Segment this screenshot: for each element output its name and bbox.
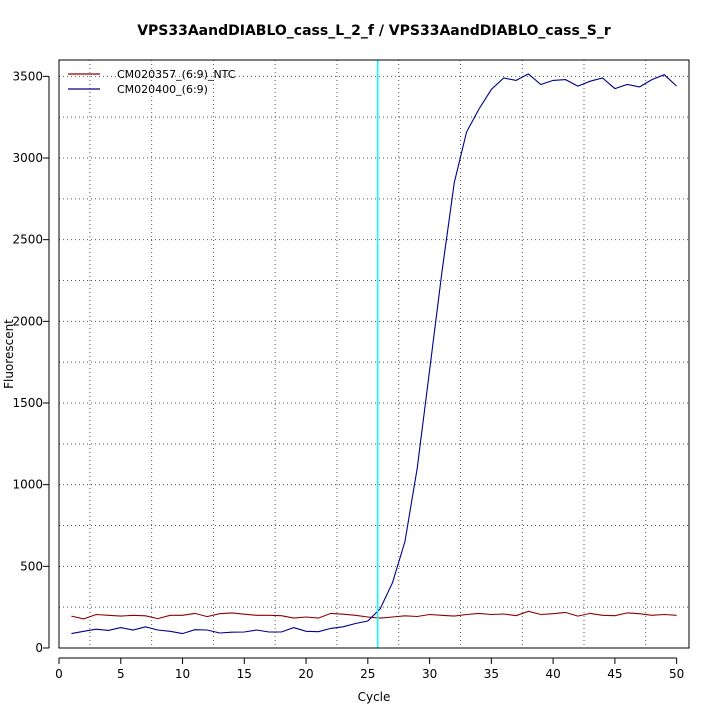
series-line-1 [71, 610, 677, 620]
series-lines [71, 73, 677, 635]
y-tick-label: 500 [20, 559, 43, 573]
x-tick-label: 20 [298, 667, 313, 681]
x-tick-label: 45 [607, 667, 622, 681]
y-tick-label: 1500 [12, 396, 43, 410]
y-tick-label: 1000 [12, 478, 43, 492]
y-tick-label: 3000 [12, 151, 43, 165]
x-axis-label: Cycle [358, 690, 391, 704]
legend-label: CM020357_(6:9)_NTC [117, 68, 236, 81]
x-tick-label: 10 [175, 667, 190, 681]
x-tick-label: 40 [545, 667, 560, 681]
y-tick-label: 3500 [12, 69, 43, 83]
legend-label: CM020400_(6:9) [117, 83, 208, 96]
x-tick-label: 50 [669, 667, 684, 681]
x-axis: 0 5 10 15 20 25 30 35 40 45 50 [55, 657, 684, 681]
y-tick-label: 2500 [12, 233, 43, 247]
series-line-2 [71, 73, 677, 635]
chart-title: VPS33AandDIABLO_cass_L_2_f / VPS33AandDI… [137, 23, 611, 39]
y-tick-label: 0 [35, 641, 43, 655]
x-tick-label: 30 [422, 667, 437, 681]
x-tick-label: 25 [360, 667, 375, 681]
y-tick-label: 2000 [12, 314, 43, 328]
y-axis: 0 500 1000 1500 2000 2500 3000 3500 [12, 69, 50, 655]
plot-frame [58, 59, 690, 649]
y-axis-label: Fluorescent [2, 319, 16, 389]
x-tick-label: 0 [55, 667, 63, 681]
x-tick-label: 15 [237, 667, 252, 681]
legend: CM020357_(6:9)_NTC CM020400_(6:9) [68, 68, 236, 96]
x-tick-label: 5 [117, 667, 125, 681]
x-tick-label: 35 [484, 667, 499, 681]
